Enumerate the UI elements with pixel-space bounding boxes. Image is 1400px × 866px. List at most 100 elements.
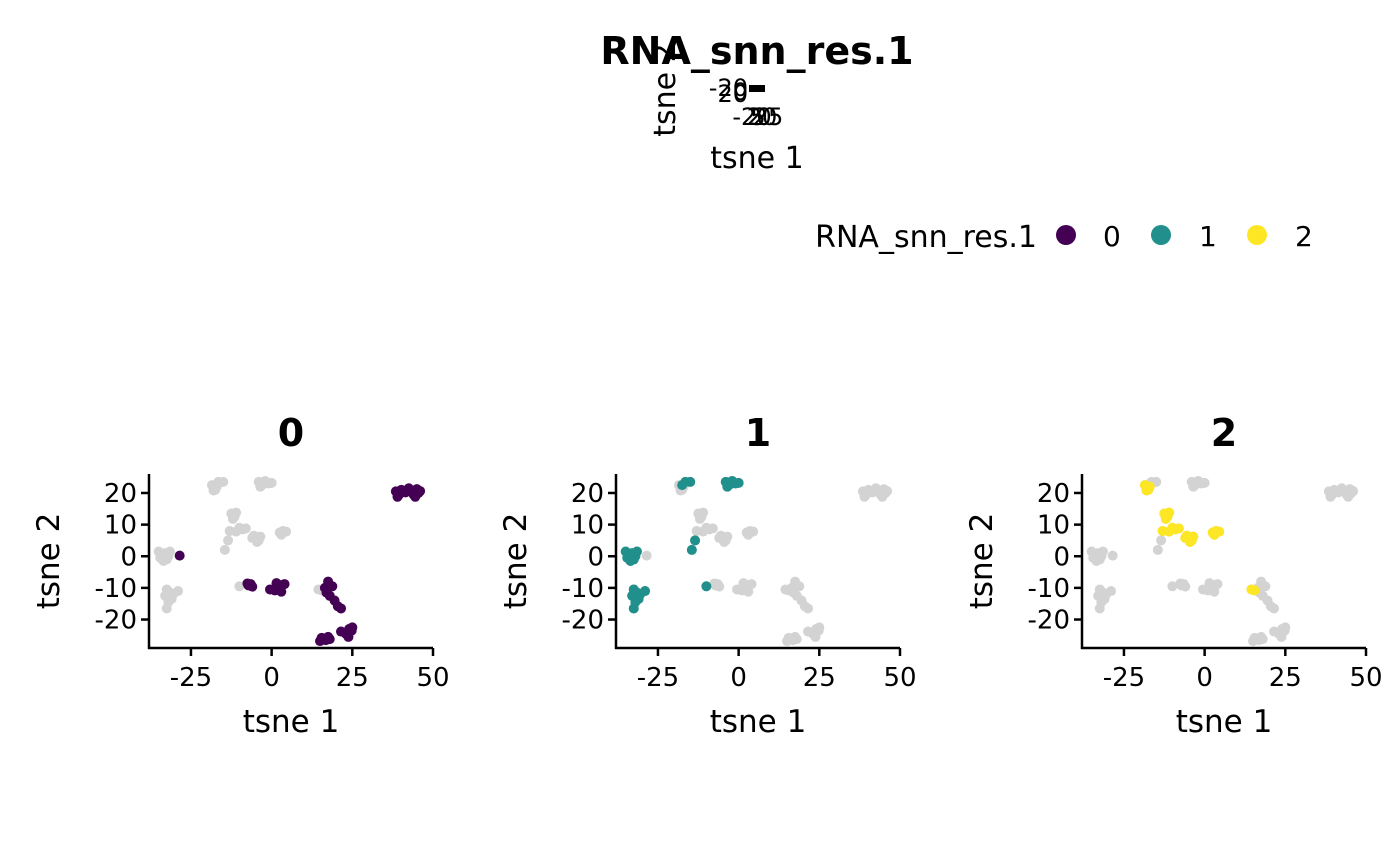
background-point [255, 481, 266, 492]
background-point [794, 581, 805, 592]
y-tick-label: 0 [120, 542, 137, 572]
cluster-1-point [722, 481, 733, 492]
cluster-1-point [686, 544, 697, 555]
y-tick-label: 20 [571, 479, 604, 509]
cluster-1-point [677, 480, 688, 491]
background-point [870, 483, 881, 494]
y-axis-label: tsne 2 [964, 513, 1000, 610]
x-tick-label: 25 [336, 663, 369, 693]
y-tick-label: -20 [1028, 606, 1070, 636]
x-tick-label: 50 [1349, 663, 1382, 693]
background-point [1212, 579, 1223, 590]
y-tick-label: 0 [1053, 542, 1070, 572]
background-point [1152, 544, 1163, 555]
y-tick-label: -10 [95, 574, 137, 604]
background-point [160, 548, 171, 559]
x-axis-label: tsne 1 [243, 704, 340, 740]
cluster-1-point [690, 535, 701, 546]
background-point [1167, 581, 1178, 592]
legend-label-0: 0 [1103, 220, 1121, 253]
background-point [882, 486, 893, 497]
mini-xtick-label: -20 [732, 103, 771, 131]
chart-title: RNA_snn_res.1 [600, 29, 913, 73]
cluster-1-point [627, 548, 638, 559]
background-point [1094, 603, 1105, 614]
background-point [791, 634, 802, 645]
mini-ytick-label: 20 [717, 80, 748, 108]
mini-xtick-label: 5 [750, 103, 765, 131]
background-point [783, 585, 794, 596]
background-point [803, 603, 814, 614]
x-tick-label: -25 [637, 663, 679, 693]
y-tick-label: 20 [104, 479, 137, 509]
y-tick-label: -10 [1028, 574, 1070, 604]
background-point [1156, 535, 1167, 546]
background-point [234, 581, 245, 592]
cluster-0-point [265, 584, 276, 595]
background-point [782, 636, 793, 647]
background-point [743, 529, 754, 540]
y-tick-label: 20 [1037, 479, 1070, 509]
background-point [1198, 584, 1209, 595]
background-point [719, 537, 730, 548]
background-point [1257, 634, 1268, 645]
background-point [859, 491, 870, 502]
mini-xtick-label: 20 [747, 103, 778, 131]
background-point [276, 529, 287, 540]
facet-title: 1 [745, 411, 771, 455]
cluster-2-point [1164, 526, 1175, 537]
x-tick-label: 0 [263, 663, 280, 693]
cluster-0-point [327, 581, 338, 592]
background-point [173, 586, 184, 597]
background-point [1336, 483, 1347, 494]
background-point [1175, 578, 1186, 589]
cluster-1-point [633, 593, 644, 604]
cluster-1-point [640, 586, 651, 597]
y-tick-label: 0 [587, 542, 604, 572]
background-point [1107, 550, 1118, 561]
cluster-2-point [1249, 585, 1260, 596]
background-point [698, 526, 709, 537]
x-tick-label: 50 [416, 663, 449, 693]
cluster-2-point [1209, 529, 1220, 540]
cluster-0-point [279, 579, 290, 590]
background-point [1348, 486, 1359, 497]
background-point [1248, 636, 1259, 647]
background-point [231, 526, 242, 537]
cluster-1-point [701, 581, 712, 592]
background-point [813, 625, 824, 636]
points-layer [1086, 475, 1359, 647]
cluster-0-point [346, 625, 357, 636]
cluster-0-point [403, 483, 414, 494]
cluster-0-point [315, 636, 326, 647]
y-tick-label: -10 [562, 574, 604, 604]
x-tick-label: -25 [170, 663, 212, 693]
x-tick-label: -25 [1103, 663, 1145, 693]
cluster-0-point [336, 603, 347, 614]
cluster-2-point [1141, 485, 1152, 496]
background-point [1325, 491, 1336, 502]
legend-label-1: 1 [1199, 220, 1217, 253]
background-point [208, 485, 219, 496]
background-point [240, 523, 251, 534]
y-tick-label: 10 [104, 511, 137, 541]
mini-ytick-label: -20 [709, 74, 748, 102]
mini-ytick-label: 0 [733, 78, 748, 106]
cluster-1-point [685, 476, 696, 487]
background-point [641, 550, 652, 561]
background-point [746, 579, 757, 590]
y-tick-label: 10 [1037, 511, 1070, 541]
background-point [1093, 548, 1104, 559]
background-point [161, 603, 172, 614]
legend-key-2 [1247, 225, 1267, 245]
facet-title: 0 [278, 411, 304, 455]
cluster-2-point [1160, 513, 1171, 524]
background-point [1269, 603, 1280, 614]
cluster-0-point [324, 634, 335, 645]
mini-panel [749, 85, 765, 92]
cluster-1-point [628, 603, 639, 614]
chart-title-group: RNA_snn_res.1 [600, 29, 913, 73]
